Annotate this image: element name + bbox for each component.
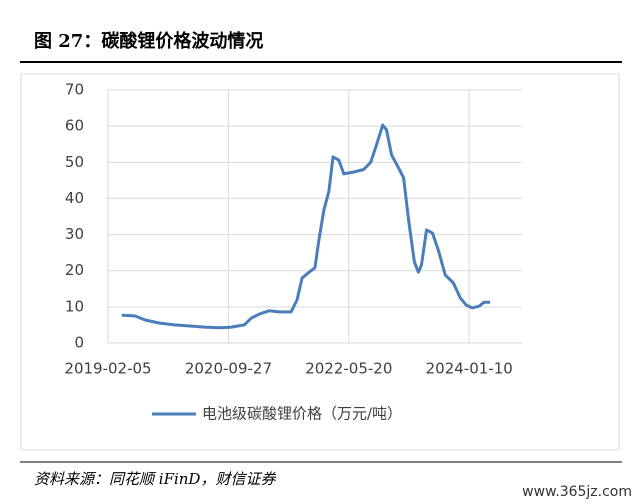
y-tick-label: 70 — [65, 81, 84, 99]
chart-frame — [20, 73, 620, 451]
x-tick-label: 2020-09-27 — [185, 360, 272, 378]
watermark: www.365jz.com — [522, 484, 632, 500]
data-line — [121, 123, 491, 330]
chart-title: 图 27：碳酸锂价格波动情况 — [34, 30, 263, 52]
y-tick-label: 0 — [74, 334, 84, 352]
y-tick-label: 10 — [65, 297, 84, 315]
x-tick-label: 2019-02-05 — [64, 360, 151, 378]
y-tick-label: 60 — [65, 117, 84, 135]
x-tick-label: 2024-01-10 — [426, 360, 513, 378]
y-tick-label: 40 — [65, 189, 84, 207]
y-tick-label: 30 — [65, 225, 84, 243]
source-note: 资料来源：同花顺 iFinD，财信证券 — [34, 470, 276, 488]
legend-label: 电池级碳酸锂价格（万元/吨） — [202, 405, 402, 423]
y-tick-label: 20 — [65, 261, 84, 279]
x-tick-label: 2022-05-20 — [305, 360, 392, 378]
y-tick-label: 50 — [65, 153, 84, 171]
